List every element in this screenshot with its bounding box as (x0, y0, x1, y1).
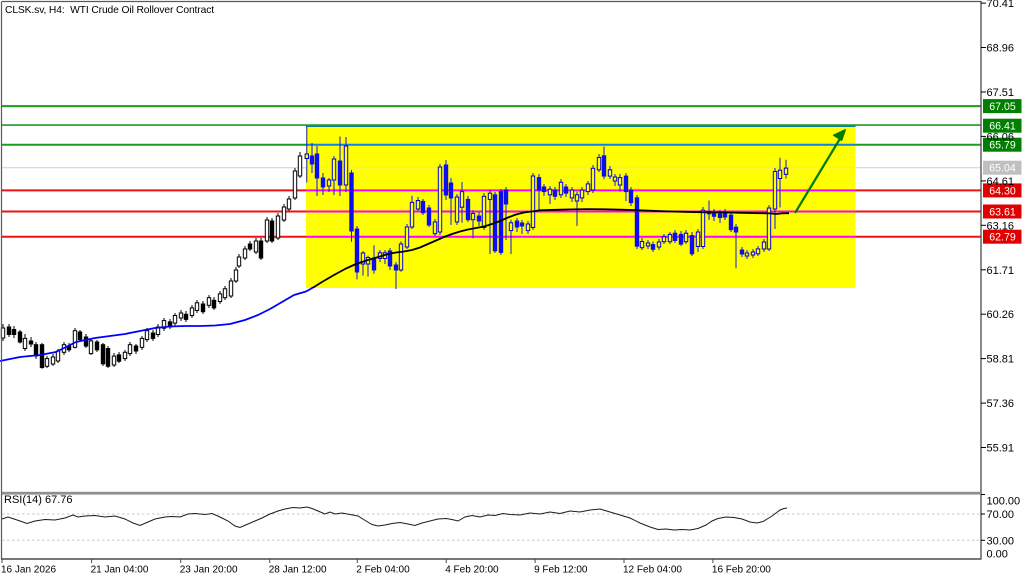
svg-text:57.36: 57.36 (987, 398, 1015, 410)
svg-text:100.00: 100.00 (987, 496, 1021, 508)
svg-text:0.00: 0.00 (987, 549, 1008, 561)
svg-text:21 Jan 04:00: 21 Jan 04:00 (91, 565, 149, 576)
svg-text:63.16: 63.16 (987, 220, 1015, 232)
svg-text:66.41: 66.41 (989, 121, 1016, 133)
svg-text:55.91: 55.91 (987, 443, 1015, 455)
svg-text:61.71: 61.71 (987, 265, 1015, 277)
svg-text:67.51: 67.51 (987, 87, 1015, 99)
svg-text:70.41: 70.41 (987, 0, 1015, 10)
svg-text:62.79: 62.79 (989, 232, 1016, 244)
svg-text:65.79: 65.79 (989, 140, 1016, 152)
svg-text:67.05: 67.05 (989, 101, 1016, 113)
svg-text:12 Feb 04:00: 12 Feb 04:00 (623, 565, 682, 576)
svg-text:2 Feb 04:00: 2 Feb 04:00 (356, 565, 410, 576)
svg-text:9 Feb 12:00: 9 Feb 12:00 (534, 565, 588, 576)
svg-text:RSI(14) 67.76: RSI(14) 67.76 (4, 494, 72, 506)
svg-text:65.04: 65.04 (989, 163, 1016, 175)
svg-text:66.06: 66.06 (987, 131, 1015, 143)
svg-text:64.30: 64.30 (989, 185, 1016, 197)
svg-text:16 Feb 20:00: 16 Feb 20:00 (712, 565, 771, 576)
svg-text:23 Jan 20:00: 23 Jan 20:00 (180, 565, 238, 576)
svg-text:70.00: 70.00 (987, 509, 1015, 521)
svg-text:30.00: 30.00 (987, 535, 1015, 547)
svg-text:CLSK.sv, H4: WTI Crude Oil Ro: CLSK.sv, H4: WTI Crude Oil Rollover Cont… (5, 5, 214, 16)
svg-text:4 Feb 20:00: 4 Feb 20:00 (445, 565, 499, 576)
svg-text:58.81: 58.81 (987, 354, 1015, 366)
svg-text:60.26: 60.26 (987, 309, 1015, 321)
svg-text:64.61: 64.61 (987, 176, 1015, 188)
svg-text:16 Jan 2026: 16 Jan 2026 (1, 565, 56, 576)
svg-text:68.96: 68.96 (987, 43, 1015, 55)
svg-text:63.61: 63.61 (989, 207, 1016, 219)
svg-text:28 Jan 12:00: 28 Jan 12:00 (269, 565, 327, 576)
